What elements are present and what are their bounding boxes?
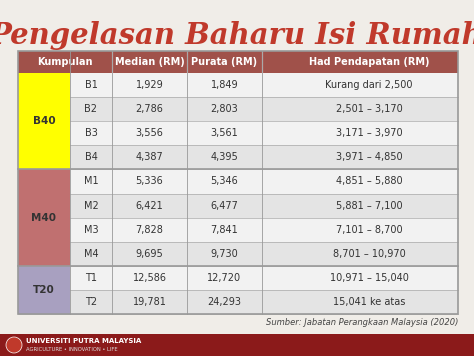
Bar [0, 334, 474, 356]
Text: 7,101 – 8,700: 7,101 – 8,700 [336, 225, 402, 235]
Bar [18, 51, 458, 314]
Text: 9,695: 9,695 [136, 249, 164, 259]
Text: 19,781: 19,781 [133, 297, 166, 307]
Text: B1: B1 [84, 80, 98, 90]
Text: 3,971 – 4,850: 3,971 – 4,850 [336, 152, 402, 162]
Text: T1: T1 [85, 273, 97, 283]
Text: T2: T2 [85, 297, 97, 307]
Text: Pengelasan Baharu Isi Rumah: Pengelasan Baharu Isi Rumah [0, 21, 474, 51]
Bar [70, 121, 458, 145]
Bar [70, 290, 458, 314]
Text: Kurang dari 2,500: Kurang dari 2,500 [325, 80, 413, 90]
Text: 24,293: 24,293 [208, 297, 241, 307]
Text: 5,346: 5,346 [210, 177, 238, 187]
Text: 6,477: 6,477 [210, 200, 238, 210]
Text: Kumpulan: Kumpulan [37, 57, 93, 67]
Text: 3,556: 3,556 [136, 128, 164, 138]
Bar [70, 145, 458, 169]
Text: 3,171 – 3,970: 3,171 – 3,970 [336, 128, 402, 138]
Text: 8,701 – 10,970: 8,701 – 10,970 [333, 249, 405, 259]
Text: B3: B3 [84, 128, 98, 138]
Text: B40: B40 [33, 116, 55, 126]
Text: UNIVERSITI PUTRA MALAYSIA: UNIVERSITI PUTRA MALAYSIA [26, 338, 141, 344]
Text: 2,501 – 3,170: 2,501 – 3,170 [336, 104, 402, 114]
Text: Had Pendapatan (RM): Had Pendapatan (RM) [309, 57, 429, 67]
Bar [70, 97, 458, 121]
Bar [70, 73, 458, 97]
Text: B4: B4 [84, 152, 98, 162]
Text: 2,803: 2,803 [210, 104, 238, 114]
Bar [70, 218, 458, 242]
Text: 1,849: 1,849 [210, 80, 238, 90]
Text: 9,730: 9,730 [210, 249, 238, 259]
Bar [70, 266, 458, 290]
Text: B2: B2 [84, 104, 98, 114]
Text: M1: M1 [84, 177, 98, 187]
Text: 3,561: 3,561 [210, 128, 238, 138]
Text: 5,336: 5,336 [136, 177, 164, 187]
Text: M4: M4 [84, 249, 98, 259]
Text: 1,929: 1,929 [136, 80, 164, 90]
Text: 15,041 ke atas: 15,041 ke atas [333, 297, 405, 307]
Text: 12,720: 12,720 [208, 273, 242, 283]
Text: 4,387: 4,387 [136, 152, 164, 162]
Text: 10,971 – 15,040: 10,971 – 15,040 [329, 273, 409, 283]
Bar [18, 169, 70, 266]
Bar [70, 194, 458, 218]
Text: M40: M40 [31, 213, 56, 222]
Bar [18, 51, 458, 73]
Text: 7,828: 7,828 [136, 225, 164, 235]
Text: 4,395: 4,395 [210, 152, 238, 162]
Text: Median (RM): Median (RM) [115, 57, 184, 67]
Bar [18, 73, 70, 169]
Text: 6,421: 6,421 [136, 200, 164, 210]
Bar [18, 266, 70, 314]
Text: 4,851 – 5,880: 4,851 – 5,880 [336, 177, 402, 187]
Text: M2: M2 [83, 200, 99, 210]
Text: Sumber: Jabatan Perangkaan Malaysia (2020): Sumber: Jabatan Perangkaan Malaysia (202… [265, 318, 458, 327]
Text: AGRICULTURE • INNOVATION • LIFE: AGRICULTURE • INNOVATION • LIFE [26, 347, 118, 352]
Bar [70, 169, 458, 194]
Bar [70, 242, 458, 266]
Text: 5,881 – 7,100: 5,881 – 7,100 [336, 200, 402, 210]
Circle shape [6, 337, 22, 353]
Text: T20: T20 [33, 285, 55, 295]
Text: M3: M3 [84, 225, 98, 235]
Text: 7,841: 7,841 [210, 225, 238, 235]
Text: Purata (RM): Purata (RM) [191, 57, 257, 67]
Text: 12,586: 12,586 [133, 273, 166, 283]
Text: 2,786: 2,786 [136, 104, 164, 114]
